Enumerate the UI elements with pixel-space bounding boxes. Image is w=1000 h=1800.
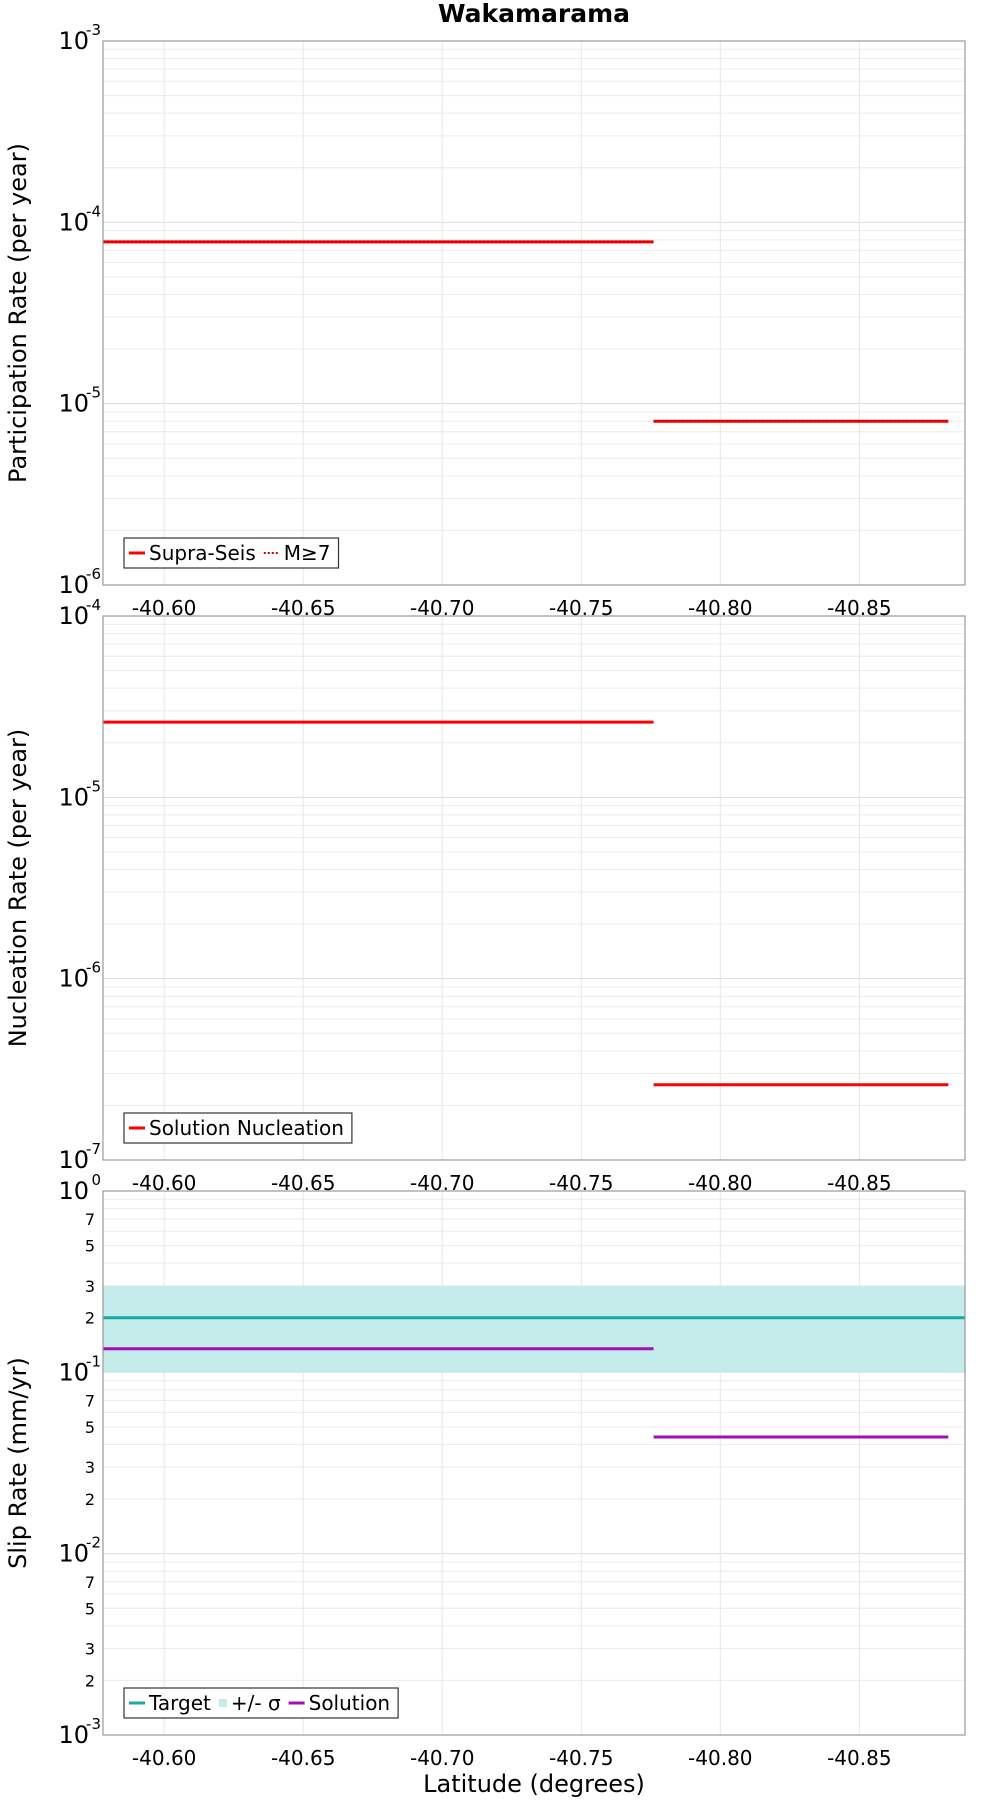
y-minor-tick-label: 2 [85, 1490, 95, 1509]
sigma-band [103, 1285, 965, 1373]
legend-label: +/- σ [231, 1691, 281, 1715]
plot-frame [102, 40, 966, 586]
y-minor-tick-label: 7 [85, 1391, 95, 1410]
y-tick-exponent: -3 [86, 1715, 101, 1733]
y-tick-exponent: -5 [86, 777, 101, 795]
legend-swatch-band [218, 1699, 227, 1707]
y-minor-tick-label: 7 [85, 1210, 95, 1229]
y-tick-exponent: -6 [86, 959, 101, 977]
y-tick-label: 10 [58, 390, 89, 418]
plot-area [103, 41, 965, 585]
y-tick-label: 10 [58, 1177, 89, 1205]
x-tick-label: -40.75 [549, 1746, 613, 1770]
legend-label: Target [148, 1691, 211, 1715]
y-tick-label: 10 [58, 1358, 89, 1386]
x-tick-label: -40.65 [271, 1746, 335, 1770]
y-tick-label: 10 [58, 783, 89, 811]
y-minor-tick-label: 2 [85, 1671, 95, 1690]
legend-box [123, 1687, 399, 1719]
y-tick-label: 10 [58, 602, 89, 630]
y-axis-label: Participation Rate (per year) [4, 143, 32, 483]
plot-area [103, 616, 965, 1160]
y-tick-label: 10 [58, 1540, 89, 1568]
y-tick-exponent: -3 [86, 21, 101, 39]
y-tick-exponent: -4 [86, 202, 101, 220]
y-tick-label: 10 [58, 27, 89, 55]
y-tick-exponent: -1 [86, 1352, 101, 1370]
y-minor-tick-label: 5 [85, 1237, 95, 1256]
legend-box [123, 1112, 353, 1144]
legend-label: M≥7 [284, 541, 331, 565]
y-minor-tick-label: 5 [85, 1418, 95, 1437]
y-tick-exponent: -5 [86, 384, 101, 402]
y-tick-label: 10 [58, 1146, 89, 1174]
y-tick-exponent: 0 [91, 1171, 101, 1189]
y-axis-label: Nucleation Rate (per year) [4, 729, 32, 1048]
y-tick-label: 10 [58, 965, 89, 993]
legend-label: Solution Nucleation [149, 1116, 344, 1140]
y-minor-tick-label: 5 [85, 1599, 95, 1618]
chart-title: Wakamarama [438, 0, 630, 28]
y-tick-label: 10 [58, 571, 89, 599]
y-tick-exponent: -7 [86, 1140, 101, 1158]
y-minor-tick-label: 3 [85, 1639, 95, 1658]
x-tick-label: -40.60 [132, 1746, 196, 1770]
plot-frame [102, 615, 966, 1161]
y-minor-tick-label: 7 [85, 1573, 95, 1592]
plot-area [103, 1191, 965, 1735]
y-tick-label: 10 [58, 208, 89, 236]
y-tick-exponent: -4 [86, 596, 101, 614]
legend-box [123, 537, 340, 569]
x-tick-label: -40.80 [688, 1746, 752, 1770]
y-minor-tick-label: 3 [85, 1458, 95, 1477]
y-tick-exponent: -6 [86, 565, 101, 583]
y-minor-tick-label: 3 [85, 1277, 95, 1296]
x-axis-label: Latitude (degrees) [423, 1770, 645, 1798]
plot-frame [102, 1190, 966, 1736]
legend-label: Solution [309, 1691, 390, 1715]
x-tick-label: -40.70 [410, 1746, 474, 1770]
y-axis-label: Slip Rate (mm/yr) [4, 1357, 32, 1569]
y-minor-tick-label: 2 [85, 1309, 95, 1328]
y-tick-label: 10 [58, 1721, 89, 1749]
legend-label: Supra-Seis [149, 541, 256, 565]
x-tick-label: -40.85 [827, 1746, 891, 1770]
y-tick-exponent: -2 [86, 1534, 101, 1552]
